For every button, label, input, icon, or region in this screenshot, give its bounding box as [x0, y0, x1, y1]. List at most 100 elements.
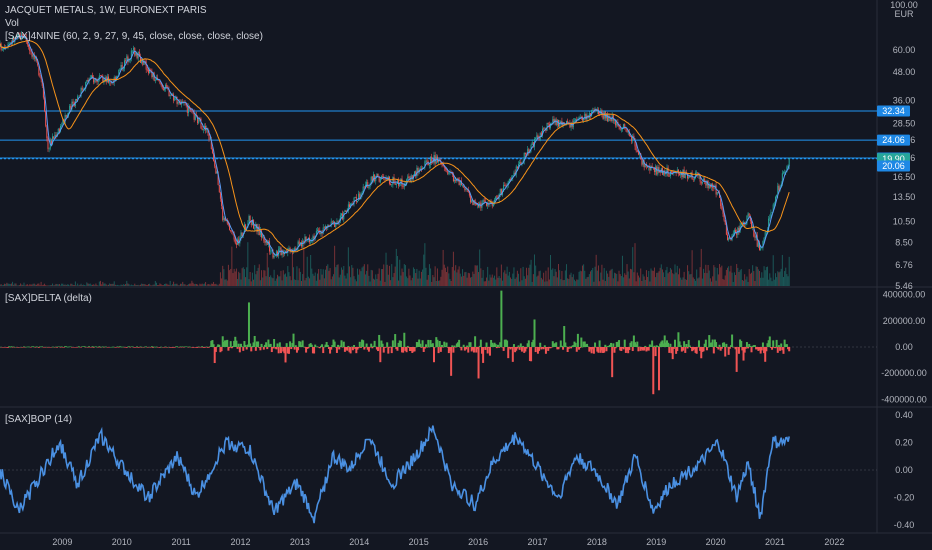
delta-bar — [380, 340, 383, 347]
slow-ma-line — [0, 40, 790, 253]
volume-bar — [372, 278, 374, 286]
candle-body — [607, 114, 609, 122]
delta-bar — [629, 342, 632, 347]
volume-bar — [559, 270, 561, 286]
candle-body — [279, 247, 281, 250]
delta-bar — [654, 347, 657, 357]
delta-bar — [266, 347, 269, 350]
delta-bar — [452, 347, 455, 353]
delta-bar — [516, 347, 519, 349]
delta-bar — [499, 342, 502, 347]
volume-bar — [150, 285, 152, 286]
volume-bar — [85, 285, 87, 286]
volume-bar — [393, 273, 395, 286]
volume-bar — [106, 285, 108, 286]
volume-bar — [597, 265, 599, 286]
delta-bar — [0, 346, 3, 348]
candle-body — [288, 248, 290, 249]
candle-body — [336, 221, 338, 224]
delta-bar — [270, 347, 273, 353]
volume-bar — [693, 278, 695, 286]
volume-bar — [185, 285, 187, 286]
volume-bar — [642, 274, 644, 286]
candle-body — [659, 172, 661, 173]
candle-body — [335, 223, 337, 228]
candle-body — [151, 70, 153, 77]
delta-bar — [425, 344, 428, 347]
candle-body — [459, 180, 461, 186]
candle-body — [690, 172, 692, 177]
delta-bar — [273, 339, 276, 347]
volume-bar — [208, 284, 210, 286]
delta-bar — [572, 345, 575, 347]
volume-bar — [763, 266, 765, 286]
delta-bar — [181, 346, 184, 348]
delta-bar — [399, 340, 402, 347]
delta-bar — [94, 346, 97, 347]
volume-bar — [778, 272, 780, 286]
volume-bar — [706, 273, 708, 286]
volume-bar — [199, 283, 201, 286]
delta-bar — [431, 343, 434, 347]
delta-bar — [656, 345, 659, 347]
delta-bar — [235, 340, 238, 347]
volume-bar — [591, 270, 593, 286]
volume-bar — [498, 276, 500, 286]
volume-bar — [466, 277, 468, 286]
candle-body — [543, 128, 545, 130]
delta-bar — [293, 347, 296, 350]
candle-body — [54, 134, 56, 139]
volume-bar — [627, 271, 629, 286]
delta-bar — [469, 342, 472, 347]
candle-body — [653, 167, 655, 173]
candle-body — [235, 243, 237, 245]
volume-bar — [704, 272, 706, 286]
delta-bar — [325, 342, 328, 347]
volume-bar — [691, 250, 693, 286]
volume-bar — [537, 275, 539, 286]
candle-body — [80, 87, 82, 96]
volume-bar — [731, 272, 733, 286]
delta-bar — [126, 346, 129, 348]
candle-body — [133, 47, 135, 51]
volume-bar — [552, 268, 554, 286]
volume-bar — [154, 280, 156, 286]
delta-bar — [20, 347, 23, 348]
volume-bar — [400, 275, 402, 286]
delta-bar — [389, 346, 392, 348]
delta-bar — [536, 347, 539, 354]
volume-bar — [33, 283, 35, 286]
delta-bar — [131, 346, 134, 347]
candle-body — [716, 192, 718, 195]
delta-bar — [27, 346, 30, 348]
volume-bar — [583, 264, 585, 286]
delta-bar — [587, 346, 590, 348]
candle-body — [317, 229, 319, 231]
delta-tick: 200000.00 — [883, 316, 926, 326]
volume-bar — [304, 280, 306, 286]
volume-bar — [9, 284, 11, 286]
delta-bar — [21, 347, 24, 348]
candle-body — [447, 169, 449, 174]
candle-body — [748, 213, 750, 217]
delta-bar — [113, 346, 116, 348]
candle-body — [210, 139, 212, 150]
delta-bar — [495, 347, 498, 349]
delta-bar — [644, 345, 647, 347]
volume-bar — [237, 278, 239, 286]
candle-body — [491, 203, 493, 207]
volume-bar — [407, 278, 409, 286]
volume-bar — [142, 283, 144, 286]
bop-tick: 0.00 — [895, 465, 913, 475]
delta-bar — [53, 347, 56, 348]
volume-bar — [68, 284, 70, 286]
delta-bar — [349, 347, 352, 354]
delta-bar — [269, 343, 272, 347]
delta-bar — [217, 344, 220, 347]
volume-bar — [241, 268, 243, 286]
delta-bar — [104, 346, 107, 348]
volume-bar — [114, 284, 116, 286]
volume-bar — [579, 270, 581, 286]
candle-body — [700, 181, 702, 184]
